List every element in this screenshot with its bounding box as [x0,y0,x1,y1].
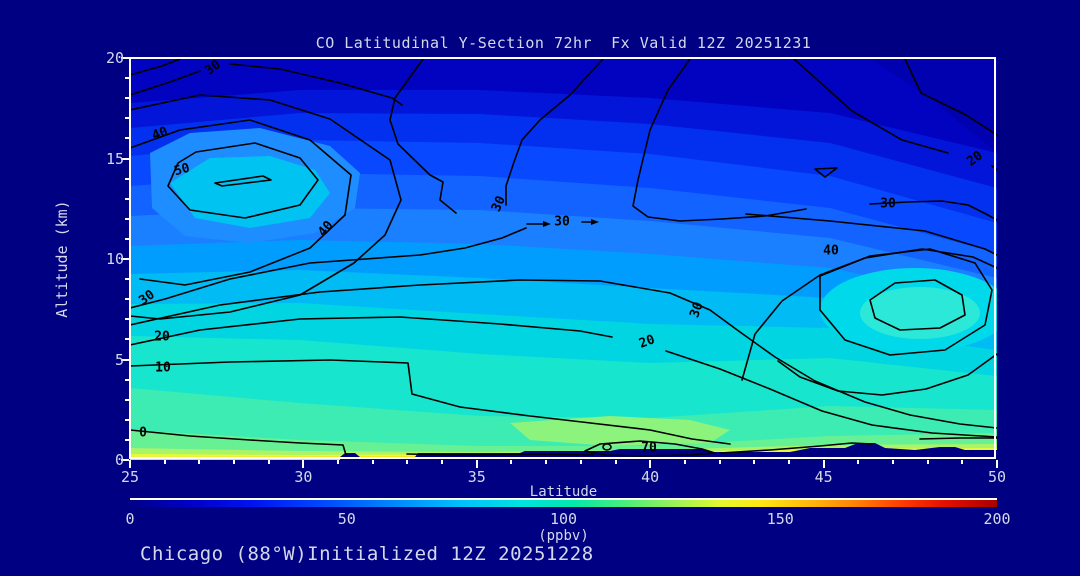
y-tick-mark [125,438,129,441]
x-tick-label: 30 [294,468,313,486]
contour-value-label: 10 [155,360,171,376]
footer-init-text: Chicago (88°W)Initialized 12Z 20251228 [140,543,594,565]
colorbar-tick-label: 100 [549,510,578,528]
x-axis-label: Latitude [529,484,598,500]
x-tick-mark [961,460,964,464]
y-tick-mark [125,197,129,200]
x-tick-mark [787,460,790,464]
x-tick-mark [371,460,374,464]
x-tick-mark [267,460,270,464]
contour-value-label: 30 [880,196,896,212]
y-tick-label: 5 [114,350,124,369]
x-tick-mark [683,460,686,464]
x-tick-label: 40 [641,468,660,486]
y-tick-mark [125,378,129,381]
y-tick-mark [125,97,129,100]
contour-value-label: 0 [139,425,147,441]
x-tick-label: 50 [987,468,1007,486]
x-tick-mark [475,460,478,468]
y-tick-mark [125,318,129,321]
colorbar-tick-label: 50 [337,510,356,528]
x-tick-mark [441,460,444,464]
plot-title: CO Latitudinal Y-Section 72hr Fx Valid 1… [315,34,812,52]
x-tick-mark [614,460,617,464]
colorbar-tick-label: 200 [983,510,1011,528]
x-tick-mark [337,460,340,464]
y-tick-mark [121,157,129,160]
contour-plot [130,58,997,460]
x-tick-mark [233,460,236,464]
y-tick-mark [125,117,129,120]
x-tick-mark [996,460,998,468]
colorbar-tick-label: 150 [766,510,794,528]
x-tick-label: 35 [467,468,486,486]
x-tick-mark [545,460,548,464]
colorbar [130,498,997,507]
y-tick-label: 20 [105,49,124,67]
x-tick-mark [857,460,860,464]
x-tick-mark [718,460,721,464]
y-tick-mark [125,177,129,180]
contour-value-label: 40 [823,243,839,259]
plot-area: 30 40 50 40 30 30 30 40 20 30 20 30 20 10 0 70 [130,57,997,460]
y-tick-mark [121,459,129,461]
x-tick-label: 25 [120,468,140,486]
x-tick-mark [302,460,305,468]
x-tick-mark [198,460,201,464]
y-tick-label: 15 [105,149,124,168]
contour-value-label: 20 [154,329,170,345]
x-tick-mark [891,460,894,464]
y-tick-label: 10 [105,250,124,268]
x-tick-mark [753,460,756,464]
x-tick-mark [926,460,929,464]
x-tick-mark [649,460,652,468]
y-tick-mark [121,57,129,59]
y-tick-mark [125,217,129,220]
y-tick-mark [125,237,129,240]
contour-value-label: 70 [641,440,657,456]
contour-value-label: 30 [554,214,570,230]
colorbar-units-label: (ppbv) [538,528,589,544]
y-tick-mark [125,338,129,341]
y-tick-mark [121,358,129,361]
x-tick-mark [163,460,166,464]
x-tick-mark [510,460,513,464]
y-tick-mark [125,398,129,401]
x-tick-mark [579,460,582,464]
x-tick-mark [406,460,409,464]
y-tick-mark [121,258,129,260]
y-axis-label: Altitude (km) [53,200,71,318]
y-tick-mark [125,278,129,281]
y-tick-mark [125,298,129,301]
y-tick-label: 0 [114,451,124,469]
y-tick-mark [125,418,129,421]
x-tick-mark [129,460,131,468]
y-tick-mark [125,77,129,80]
colorbar-tick-label: 0 [125,510,135,528]
x-tick-label: 45 [814,468,833,486]
y-tick-mark [125,137,129,140]
x-tick-mark [822,460,825,468]
